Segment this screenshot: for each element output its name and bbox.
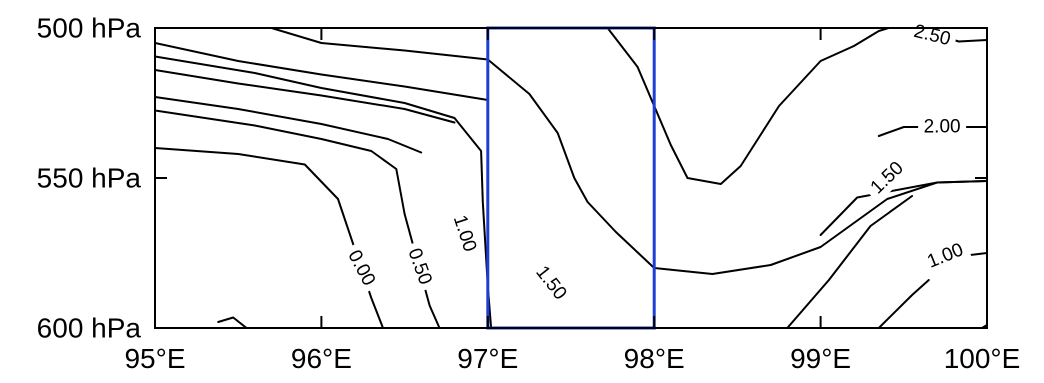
contour-label-8: 2.50 xyxy=(912,21,953,50)
contour-lines xyxy=(155,28,987,328)
x-tick-labels: 95°E 96°E 97°E 98°E 99°E 100°E xyxy=(124,343,1020,374)
contour-label-group-8: 2.50 xyxy=(905,18,959,53)
contour-label-group-3: 0.00 xyxy=(339,241,384,295)
contour-line-15 xyxy=(217,316,248,328)
contour-label-bg xyxy=(400,239,440,294)
x-tick-label-3: 98°E xyxy=(624,343,685,374)
contour-line-12 xyxy=(877,279,930,328)
contour-label-bg xyxy=(445,206,484,261)
contour-line-5 xyxy=(155,55,493,328)
axis-ticks xyxy=(154,27,988,329)
contour-line-2 xyxy=(155,96,423,154)
contour-line-1 xyxy=(155,69,456,124)
x-tick-label-2: 97°E xyxy=(457,343,518,374)
contour-label-group-5: 1.00 xyxy=(445,206,484,261)
x-tick-label-4: 99°E xyxy=(790,343,851,374)
contour-label-group-9: 2.00 xyxy=(918,115,967,139)
contour-label-5: 1.00 xyxy=(449,213,480,255)
contour-label-bg xyxy=(918,235,973,277)
contour-line-6 xyxy=(270,28,987,275)
x-tick-label-1: 96°E xyxy=(291,343,352,374)
contour-label-group-6: 1.50 xyxy=(526,256,576,310)
contour-line-10 xyxy=(819,180,987,236)
contour-label-group-4: 0.50 xyxy=(400,239,440,294)
plot-frame xyxy=(154,27,988,329)
highlight-box xyxy=(486,26,656,330)
x-tick-label-5: 100°E xyxy=(944,343,1021,374)
contour-label-group-11: 1.00 xyxy=(918,235,973,277)
y-tick-label-1: 550 hPa xyxy=(37,163,142,194)
contour-label-9: 2.00 xyxy=(924,117,961,138)
contour-line-4 xyxy=(155,109,441,328)
x-tick-label-0: 95°E xyxy=(124,343,185,374)
y-tick-label-0: 500 hPa xyxy=(37,13,142,44)
y-tick-labels: 500 hPa 550 hPa 600 hPa xyxy=(37,13,142,344)
contour-line-0 xyxy=(155,42,489,101)
contour-label-bg xyxy=(905,18,959,53)
contour-label-bg xyxy=(918,115,967,139)
contour-line-3 xyxy=(155,147,384,328)
contour-labels: 0.00 0.501.001.502.502.001.501.00 xyxy=(339,18,973,310)
contour-label-bg xyxy=(339,241,384,295)
contour-line-11 xyxy=(786,195,914,328)
contour-line-7 xyxy=(606,28,893,185)
contour-label-bg xyxy=(861,152,913,204)
y-tick-label-2: 600 hPa xyxy=(37,313,142,344)
contour-label-bg xyxy=(526,256,576,310)
